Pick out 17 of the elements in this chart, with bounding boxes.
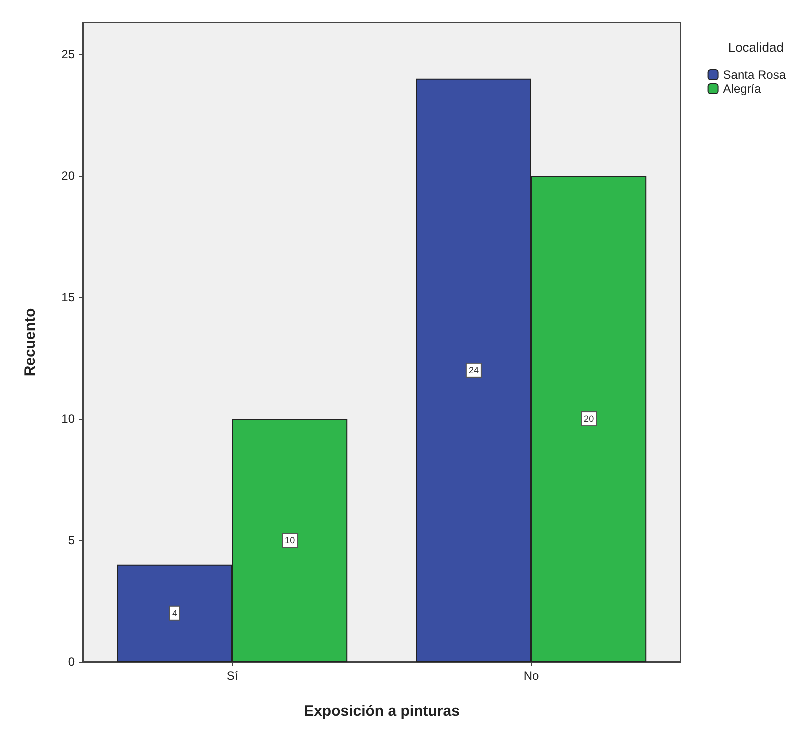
legend-label: Alegría — [723, 82, 762, 96]
data-label: 4 — [172, 608, 178, 618]
y-tick-label: 20 — [62, 169, 76, 184]
y-tick-label: 15 — [62, 290, 76, 305]
data-label: 20 — [584, 414, 594, 424]
y-axis-title: Recuento — [22, 308, 39, 377]
x-axis-title: Exposición a pinturas — [304, 703, 460, 720]
y-tick-label: 0 — [68, 655, 76, 669]
legend-label: Santa Rosa — [723, 68, 786, 82]
y-tick-label: 5 — [68, 534, 76, 548]
data-label: 10 — [285, 536, 296, 546]
x-tick-label: Sí — [226, 669, 239, 683]
data-label: 24 — [468, 365, 479, 376]
x-tick-label: No — [524, 669, 540, 683]
y-tick-label: 10 — [62, 412, 76, 426]
y-tick-label: 25 — [62, 48, 76, 62]
legend-title: Localidad — [728, 40, 784, 55]
